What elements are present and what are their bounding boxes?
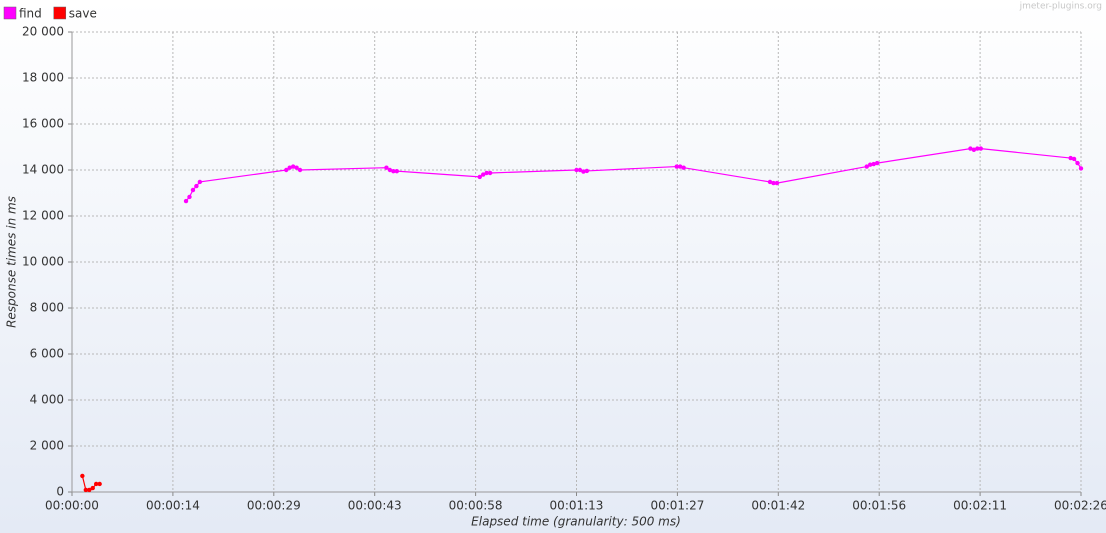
data-point <box>574 167 579 173</box>
x-tick-label: 00:00:29 <box>247 499 301 513</box>
x-tick-label: 00:00:43 <box>348 499 402 513</box>
data-point <box>681 165 686 170</box>
data-point <box>1078 166 1084 171</box>
data-point <box>87 487 92 493</box>
data-point <box>584 168 590 174</box>
watermark: jmeter-plugins.org <box>1019 2 1102 12</box>
y-tick-label: 12 000 <box>22 209 64 223</box>
data-point <box>677 164 683 169</box>
x-tick-label: 00:02:26 <box>1054 499 1106 513</box>
x-tick-label: 00:00:58 <box>449 499 503 513</box>
data-point <box>290 164 296 169</box>
data-point <box>384 165 389 170</box>
data-point <box>1071 156 1077 162</box>
legend-label: find <box>19 7 42 21</box>
data-point <box>387 167 393 173</box>
data-point <box>284 167 289 173</box>
data-point <box>391 168 396 174</box>
data-point <box>771 180 776 186</box>
data-point <box>767 179 773 185</box>
data-point <box>90 485 95 491</box>
x-tick-label: 00:00:14 <box>146 499 200 513</box>
x-tick-label: 00:01:56 <box>852 499 906 513</box>
data-point <box>868 162 873 167</box>
data-point <box>674 164 679 169</box>
data-point <box>577 167 583 173</box>
legend-swatch <box>3 6 17 20</box>
x-axis-title: Elapsed time (granularity: 500 ms) <box>471 515 681 529</box>
data-point <box>871 161 876 167</box>
data-point <box>978 146 983 151</box>
y-tick-label: 2 000 <box>30 439 64 453</box>
data-point <box>80 473 85 479</box>
data-point <box>971 147 977 152</box>
data-point <box>477 174 482 180</box>
data-point <box>287 165 292 170</box>
y-tick-label: 20 000 <box>22 25 64 39</box>
data-point <box>975 146 980 151</box>
data-point <box>1075 160 1080 166</box>
data-point <box>484 170 489 176</box>
legend-label: save <box>69 7 97 21</box>
y-tick-label: 8 000 <box>30 301 64 315</box>
data-point <box>968 146 973 151</box>
x-tick-label: 00:02:11 <box>953 499 1007 513</box>
data-point <box>194 183 199 189</box>
x-tick-label: 00:01:13 <box>550 499 604 513</box>
data-point <box>187 194 192 200</box>
data-point <box>97 481 102 487</box>
x-tick-label: 00:00:00 <box>45 499 99 513</box>
data-point <box>294 165 299 170</box>
y-tick-label: 4 000 <box>30 393 64 407</box>
x-tick-label: 00:01:27 <box>650 499 704 513</box>
data-point <box>83 487 89 493</box>
y-tick-label: 14 000 <box>22 163 64 177</box>
data-point <box>297 167 303 173</box>
y-tick-label: 0 <box>56 485 64 499</box>
data-point <box>394 168 400 174</box>
data-point <box>487 170 493 176</box>
y-tick-label: 6 000 <box>30 347 64 361</box>
y-tick-label: 18 000 <box>22 71 64 85</box>
data-point <box>93 481 99 487</box>
data-point <box>481 172 486 177</box>
data-point <box>874 160 880 166</box>
y-tick-label: 16 000 <box>22 117 64 131</box>
y-tick-label: 10 000 <box>22 255 64 269</box>
legend-swatch <box>53 6 67 20</box>
y-axis-title: Response times in ms <box>5 196 19 328</box>
data-point <box>774 180 780 186</box>
data-point <box>190 187 196 193</box>
data-point <box>183 198 189 204</box>
data-point <box>864 164 869 169</box>
data-point <box>581 169 586 174</box>
x-tick-label: 00:01:42 <box>751 499 805 513</box>
data-point <box>197 179 203 185</box>
data-point <box>1068 155 1073 161</box>
